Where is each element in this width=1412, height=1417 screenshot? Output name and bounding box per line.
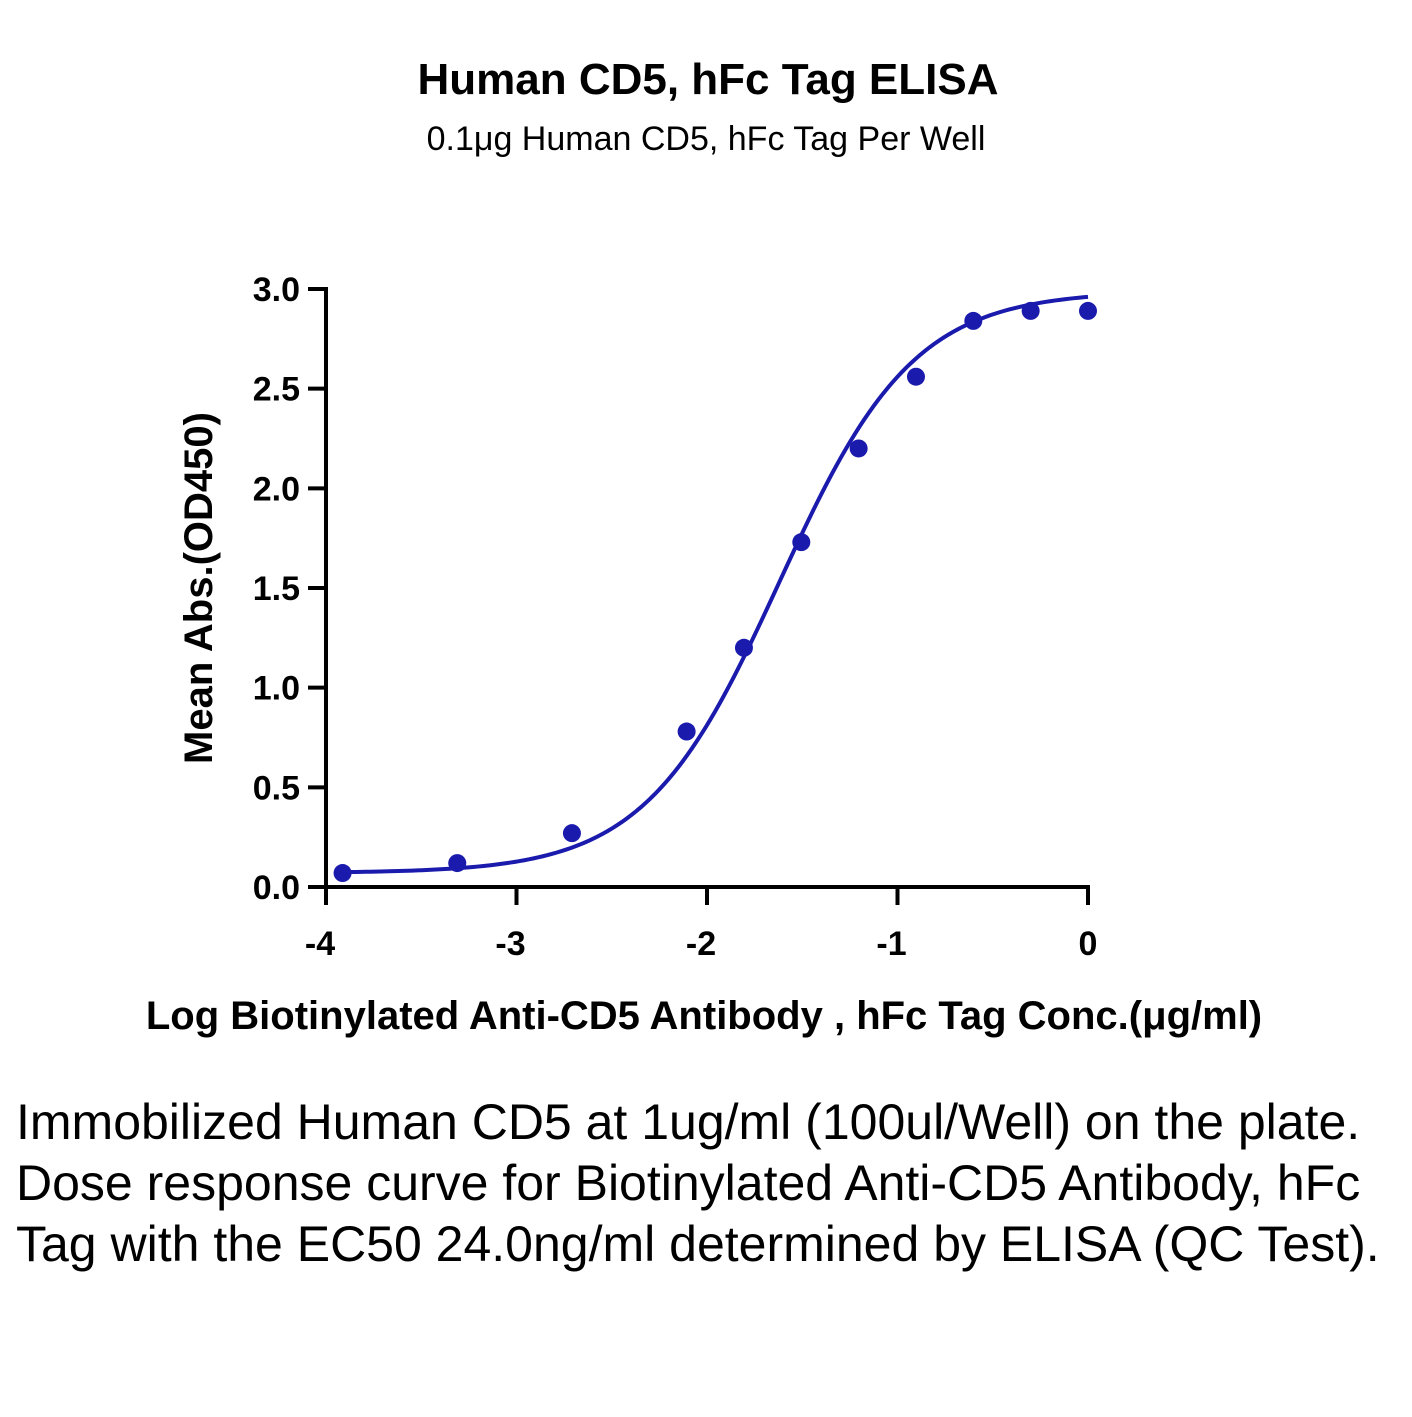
y-tick-label: 2.0: [253, 470, 300, 508]
y-tick-label: 3.0: [253, 271, 300, 309]
data-point: [964, 311, 983, 330]
data-point: [333, 864, 352, 883]
y-axis-label: Mean Abs.(OD450): [177, 412, 221, 764]
y-tick-label: 0.5: [253, 769, 300, 807]
y-tick-label: 2.5: [253, 371, 300, 409]
data-point: [1079, 301, 1097, 320]
data-point: [1021, 301, 1040, 320]
x-tick-label: -4: [305, 925, 335, 963]
y-tick-label: 1.5: [253, 570, 300, 608]
data-point: [448, 854, 467, 873]
data-point: [792, 533, 811, 552]
x-tick-label: -2: [686, 925, 716, 963]
data-point: [849, 439, 868, 458]
x-tick-label: -3: [495, 925, 525, 963]
chart-title: Human CD5, hFc Tag ELISA: [417, 55, 998, 104]
data-point: [562, 824, 581, 843]
data-point: [677, 722, 696, 741]
y-tick-label: 0.0: [253, 869, 300, 907]
caption: Immobilized Human CD5 at 1ug/ml (100ul/W…: [16, 1094, 1380, 1272]
x-tick-label: 0: [1079, 925, 1098, 963]
fit-curve: [342, 294, 1089, 875]
x-tick-label: -1: [876, 925, 906, 963]
chart-subtitle: 0.1μg Human CD5, hFc Tag Per Well: [427, 120, 986, 158]
elisa-chart: Human CD5, hFc Tag ELISA 0.1μg Human CD5…: [146, 55, 1262, 1038]
data-points: [333, 301, 1097, 883]
axes: 0.0 0.5 1.0 1.5 2.0 2.5 3.0 -4 -3 -2 -1 0: [253, 271, 1098, 963]
y-tick-label: 1.0: [253, 670, 300, 708]
x-axis-label: Log Biotinylated Anti-CD5 Antibody , hFc…: [146, 994, 1262, 1038]
data-point: [906, 367, 925, 386]
data-point: [734, 638, 753, 657]
